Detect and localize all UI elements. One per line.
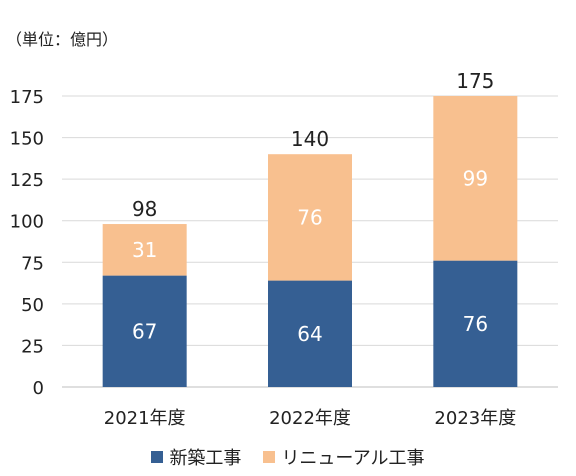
y-tick-label: 150 bbox=[10, 129, 44, 150]
legend-label-renewal: リニューアル工事 bbox=[281, 448, 425, 469]
bar-segment bbox=[268, 280, 352, 387]
x-tick-label: 2021年度 bbox=[104, 408, 186, 429]
bar-segment bbox=[268, 154, 352, 281]
legend-item-renewal: リニューアル工事 bbox=[263, 444, 425, 470]
bars bbox=[102, 96, 518, 387]
legend-label-new-construction: 新築工事 bbox=[169, 448, 242, 469]
bar-value-label: 76 bbox=[463, 312, 488, 336]
bar-value-label: 64 bbox=[297, 322, 322, 346]
bar-segment bbox=[433, 260, 518, 387]
y-tick-label: 25 bbox=[21, 336, 44, 357]
y-tick-label: 0 bbox=[33, 378, 44, 399]
unit-label: （単位：億円） bbox=[6, 30, 119, 49]
bar-value-label: 76 bbox=[297, 205, 322, 229]
y-axis-ticks: 0 25 50 75 100 125 150 175 bbox=[10, 87, 44, 399]
bar-segment bbox=[102, 275, 187, 387]
data-labels: 67 31 98 64 76 140 76 99 175 bbox=[132, 69, 494, 346]
bar-value-label: 31 bbox=[132, 238, 157, 262]
y-tick-label: 125 bbox=[10, 170, 44, 191]
bar-segment bbox=[433, 96, 518, 261]
bar-value-label: 99 bbox=[463, 166, 488, 190]
bar-total-label: 140 bbox=[291, 127, 329, 151]
x-tick-label: 2022年度 bbox=[269, 408, 351, 429]
x-tick-label: 2023年度 bbox=[434, 408, 516, 429]
legend-item-new-construction: 新築工事 bbox=[151, 444, 241, 470]
legend-swatch-new-construction bbox=[151, 451, 164, 463]
y-tick-label: 175 bbox=[10, 87, 44, 108]
y-tick-label: 50 bbox=[21, 295, 44, 316]
bar-value-label: 67 bbox=[132, 319, 157, 343]
bar-segment bbox=[102, 224, 187, 276]
bar-total-label: 175 bbox=[456, 69, 494, 93]
x-axis-labels: 2021年度 2022年度 2023年度 bbox=[104, 408, 516, 429]
legend: 新築工事 リニューアル工事 bbox=[0, 444, 576, 470]
legend-swatch-renewal bbox=[263, 451, 276, 463]
y-tick-label: 100 bbox=[10, 212, 44, 233]
bar-total-label: 98 bbox=[132, 197, 157, 221]
y-tick-label: 75 bbox=[21, 253, 44, 274]
